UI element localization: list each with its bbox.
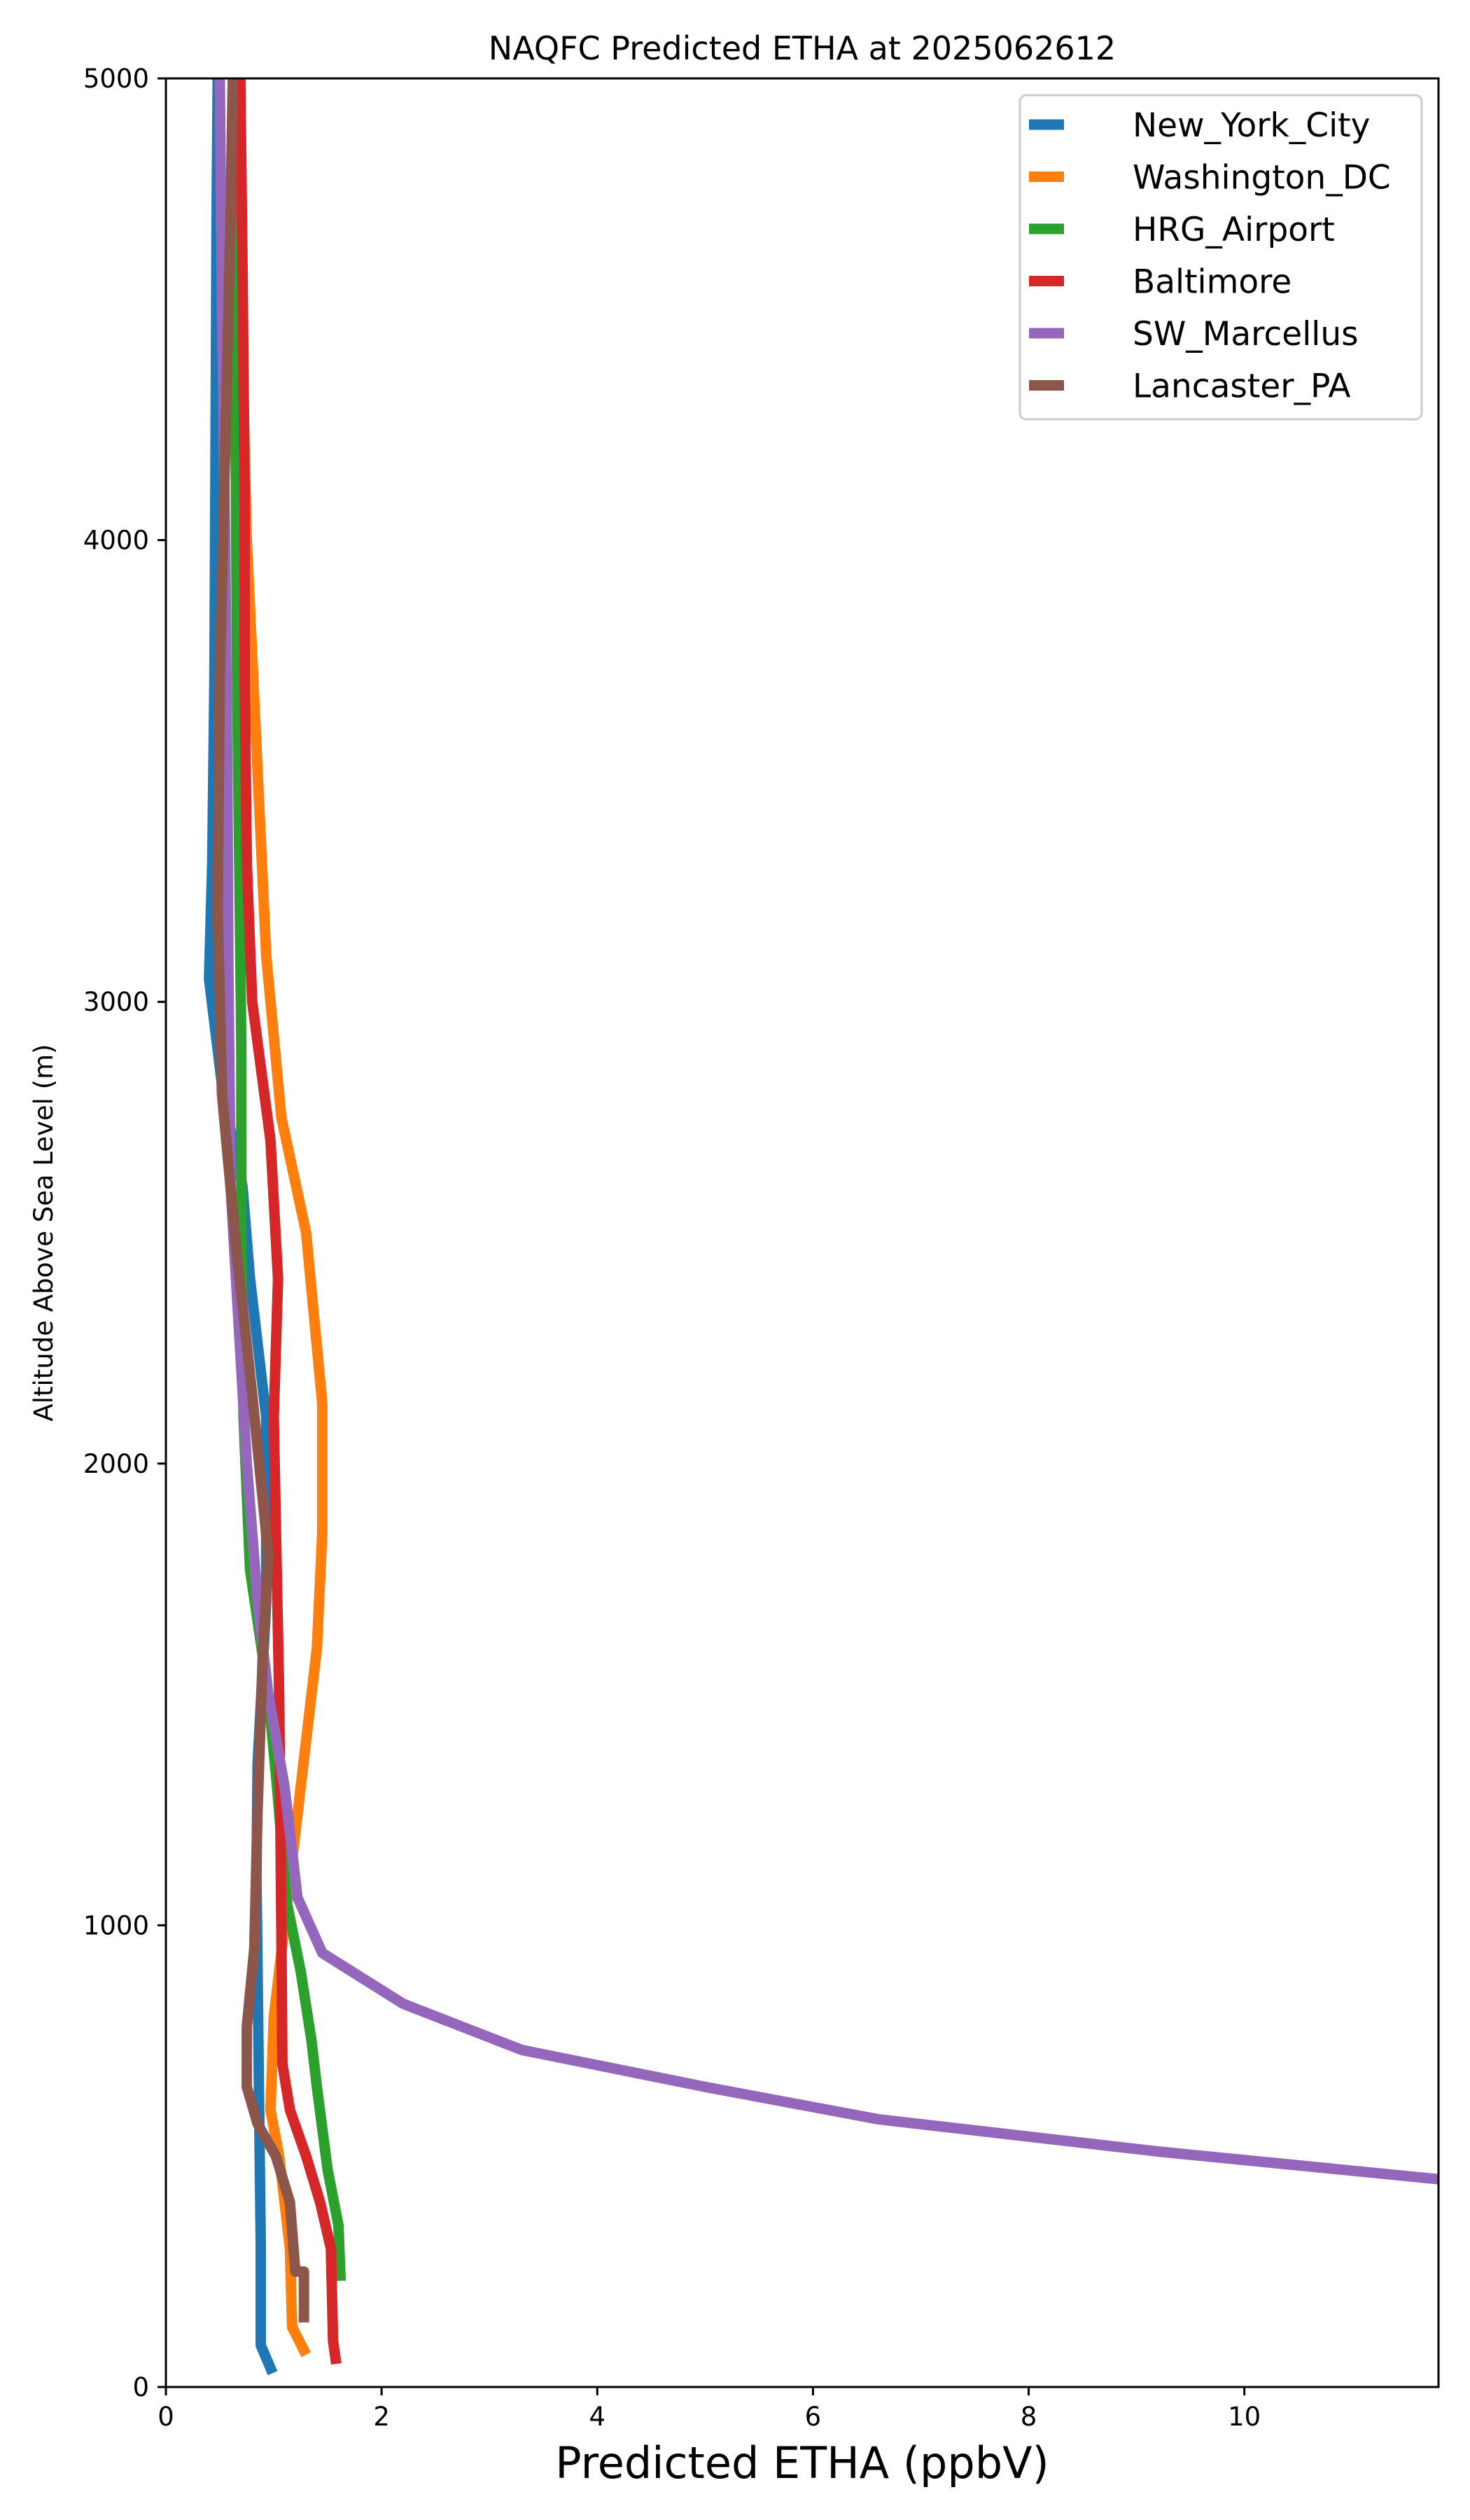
plot-frame — [164, 77, 1440, 2388]
x-tick-label: 8 — [1021, 2402, 1037, 2432]
y-tick-label: 5000 — [83, 64, 149, 94]
legend-label: Washington_DC — [1133, 159, 1391, 197]
y-axis-label: Altitude Above Sea Level (m) — [29, 1044, 59, 1421]
legend-box — [1018, 94, 1423, 421]
legend-label: Lancaster_PA — [1133, 368, 1351, 406]
legend-label: HRG_Airport — [1133, 211, 1335, 249]
x-axis: 0 2 4 6 8 10 — [158, 2387, 1261, 2432]
series-line-sw-marcellus — [214, 78, 1438, 2185]
x-tick-label: 2 — [373, 2402, 390, 2432]
legend-label: New_York_City — [1133, 106, 1370, 145]
x-tick-label: 0 — [158, 2402, 174, 2432]
series-line-lancaster-pa — [212, 78, 309, 2323]
legend-label: SW_Marcellus — [1133, 315, 1359, 354]
y-tick-label: 4000 — [83, 526, 149, 556]
y-tick-label: 2000 — [83, 1449, 149, 1479]
y-tick-label: 0 — [132, 2372, 149, 2402]
y-tick-label: 1000 — [83, 1910, 149, 1940]
legend: New_York_City Washington_DC HRG_Airport Bal… — [1018, 94, 1423, 421]
series-line-new-york-city — [204, 78, 278, 2376]
chart-title: NAQFC Predicted ETHA at 2025062612 — [489, 29, 1116, 67]
plot-area — [164, 77, 1440, 2388]
x-axis-label: Predicted ETHA (ppbV) — [555, 2437, 1049, 2488]
series-layer — [204, 78, 1438, 2376]
x-tick-label: 6 — [805, 2402, 822, 2432]
series-line-baltimore — [234, 78, 342, 2365]
legend-label: Baltimore — [1133, 263, 1292, 302]
x-tick-label: 10 — [1228, 2402, 1261, 2432]
y-axis: 0 1000 2000 3000 4000 5000 — [83, 64, 166, 2402]
x-tick-label: 4 — [589, 2402, 606, 2432]
y-tick-label: 3000 — [83, 987, 149, 1017]
legend-entries: New_York_City Washington_DC HRG_Airport Bal… — [1029, 106, 1391, 406]
